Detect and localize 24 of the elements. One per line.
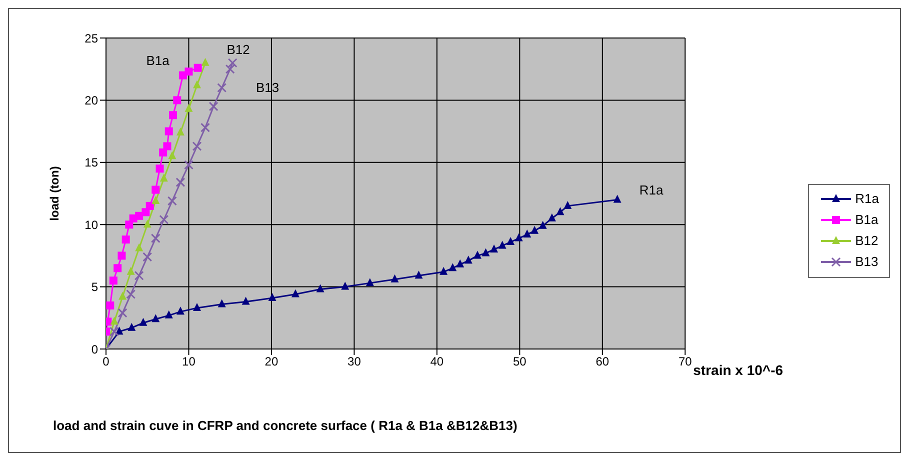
x-tick-label: 10 — [182, 354, 196, 369]
y-axis-title: load (ton) — [47, 166, 62, 221]
legend-label: R1a — [855, 190, 879, 208]
legend-label: B13 — [855, 253, 878, 271]
x-tick-label: 50 — [512, 354, 527, 369]
x-tick-label: 0 — [102, 354, 110, 369]
text: load and strain cuve in CFRP and concrete surface ( R1a & B1a &B12&B13) — [53, 418, 518, 433]
text: R1a — [639, 182, 664, 198]
legend-label: B12 — [855, 232, 878, 250]
x-tick-label: 60 — [596, 354, 610, 369]
legend-label: B1a — [855, 211, 878, 229]
x-tick-label: 40 — [430, 354, 444, 369]
y-tick-label: 5 — [91, 280, 98, 294]
y-tick-label: 10 — [84, 218, 98, 232]
x-tick-label: 30 — [348, 354, 362, 369]
y-tick-label: 15 — [84, 156, 98, 170]
y-tick-label: 0 — [91, 342, 98, 356]
x-tick-label: 70 — [678, 354, 692, 369]
text: B12 — [226, 42, 250, 57]
text: B1a — [146, 52, 170, 68]
y-tick-label: 25 — [84, 31, 98, 46]
y-tick-label: 20 — [84, 93, 98, 108]
x-tick-label: 20 — [264, 354, 278, 369]
x-axis-title: strain x 10^-6 — [693, 362, 784, 378]
